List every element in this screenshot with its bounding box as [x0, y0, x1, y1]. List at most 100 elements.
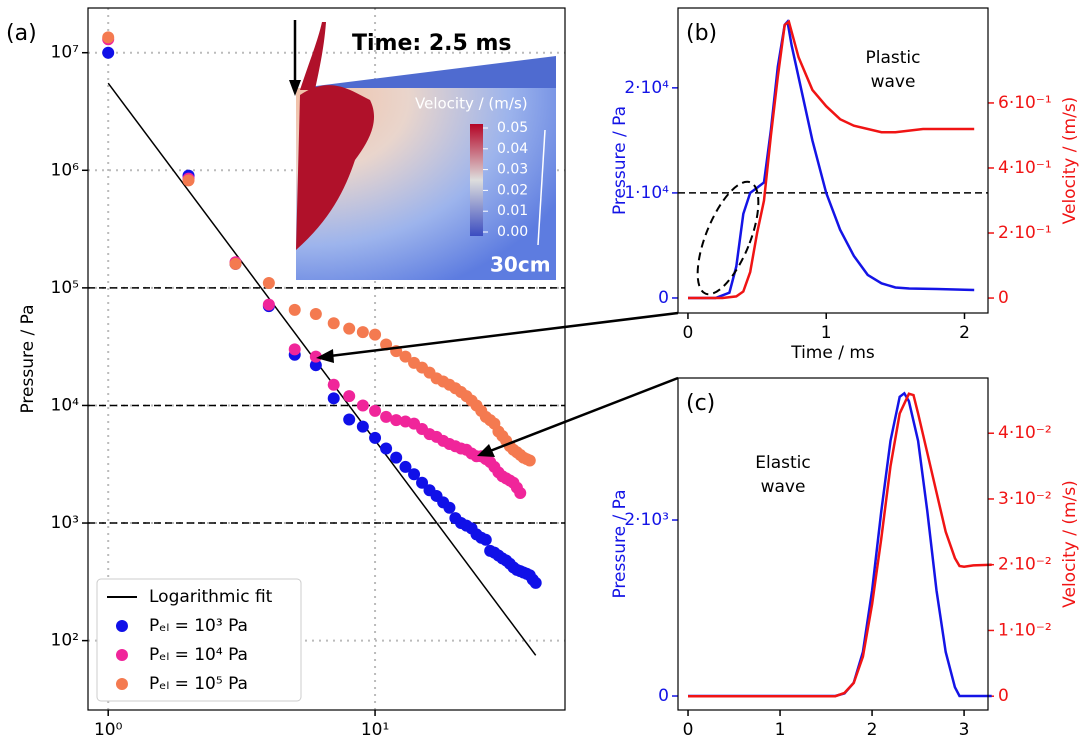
legend-box — [96, 578, 302, 702]
legend-swatch — [116, 678, 128, 690]
colorbar-tick-label: 0.03 — [497, 162, 528, 178]
data-point — [369, 328, 382, 341]
data-point — [343, 413, 356, 426]
y-tick-label: 10² — [51, 631, 79, 651]
x-tick-label: 10¹ — [361, 720, 389, 738]
connector-arrow — [489, 376, 679, 453]
colorbar-tick-label: 0.01 — [497, 203, 528, 219]
data-point — [356, 399, 369, 412]
data-point — [369, 404, 382, 417]
data-point — [309, 307, 322, 320]
y2-tick-label: 1·10⁻² — [998, 620, 1052, 640]
data-point — [262, 298, 275, 311]
highlight-ellipse — [696, 180, 760, 296]
x-tick-label: 3 — [959, 720, 970, 738]
panel-label: (b) — [686, 21, 717, 46]
colorbar-tick-label: 0.04 — [497, 141, 528, 157]
data-point — [529, 576, 542, 589]
data-point — [399, 350, 412, 363]
x-tick-label: 1 — [821, 323, 832, 343]
data-point — [309, 359, 322, 372]
scale-bar — [537, 129, 546, 246]
data-line — [688, 391, 992, 698]
inset-title: Time: 2.5 ms — [352, 31, 512, 56]
data-point — [327, 392, 340, 405]
y-tick-label: 0 — [658, 686, 669, 706]
inset-surface — [300, 56, 556, 88]
colorbar-tick-label: 0.05 — [497, 120, 528, 136]
data-point — [390, 451, 403, 464]
legend-label: Pₑₗ = 10⁴ Pa — [149, 645, 248, 665]
annotation: wave — [871, 72, 916, 92]
data-point — [380, 442, 393, 455]
data-point — [288, 343, 301, 356]
data-point — [399, 460, 412, 473]
arrow-head — [316, 349, 334, 363]
data-point — [102, 31, 115, 44]
data-point — [356, 420, 369, 433]
inset-ejecta — [300, 22, 326, 90]
connectors — [316, 180, 760, 457]
data-point — [229, 257, 242, 270]
y2-tick-label: 2·10⁻² — [998, 555, 1052, 575]
data-line — [688, 19, 975, 300]
y-tick-label: 0 — [658, 288, 669, 308]
scale-label: 30cm — [490, 253, 551, 277]
data-point — [182, 174, 195, 187]
data-point — [356, 326, 369, 339]
y-tick-label: 1·10⁴ — [624, 183, 669, 203]
inset-arrow-head — [289, 80, 301, 96]
legend-label: Pₑₗ = 10⁵ Pa — [149, 674, 248, 694]
colorbar-tick-label: 0.02 — [497, 182, 528, 198]
data-point — [343, 322, 356, 335]
y-tick-label: 2·10³ — [624, 510, 669, 530]
inset: Time: 2.5 ms Velocity / (m/s) 30cm 0.05 0… — [289, 20, 556, 280]
y2-tick-label: 6·10⁻¹ — [998, 93, 1052, 113]
legend-label: Pₑₗ = 10³ Pa — [149, 616, 248, 636]
colorbar-label: Velocity / (m/s) — [415, 95, 528, 113]
data-point — [327, 317, 340, 330]
data-point — [523, 454, 536, 467]
annotation: wave — [761, 477, 806, 497]
data-line — [107, 82, 537, 656]
data-point — [102, 46, 115, 59]
x-tick-label: 2 — [867, 720, 878, 738]
data-point — [327, 378, 340, 391]
data-point — [514, 487, 527, 500]
arrow-head — [477, 444, 495, 457]
y-tick-label: 10⁴ — [51, 395, 80, 415]
data-point — [369, 431, 382, 444]
legend-label: Logarithmic fit — [149, 587, 273, 607]
annotation: Elastic — [755, 453, 810, 473]
y-axis-label: Pressure / Pa — [18, 304, 38, 413]
data-point — [390, 414, 403, 427]
y2-tick-label: 3·10⁻² — [998, 489, 1052, 509]
panel-label: (a) — [6, 21, 37, 46]
x-tick-label: 1 — [775, 720, 786, 738]
data-point — [479, 533, 492, 546]
panel-label: (c) — [686, 391, 715, 416]
y-tick-label: 2·10⁴ — [624, 78, 669, 98]
x-tick-label: 0 — [683, 720, 694, 738]
y2-tick-label: 0 — [998, 288, 1009, 308]
y-tick-label: 10⁵ — [51, 278, 79, 298]
data-point — [416, 476, 429, 489]
y-tick-label: 10⁶ — [51, 160, 80, 180]
data-point — [262, 277, 275, 290]
data-line — [688, 392, 992, 698]
connector-arrow — [329, 311, 679, 358]
y2-tick-label: 0 — [998, 686, 1009, 706]
plot-frame — [677, 7, 989, 314]
plots: 10⁰10¹10²10³10⁴10⁵10⁶10⁷Distance / cmPre… — [6, 7, 1080, 742]
x-axis-label: Time / ms — [790, 343, 875, 363]
y-axis-label: Pressure / Pa — [610, 106, 630, 215]
inset-plastic-zone — [296, 85, 375, 250]
data-point — [288, 303, 301, 316]
y2-tick-label: 4·10⁻¹ — [998, 158, 1052, 178]
y2-tick-label: 2·10⁻¹ — [998, 223, 1052, 243]
y2-axis-label: Velocity / (m/s) — [1060, 480, 1080, 608]
plot-frame — [87, 7, 566, 711]
x-tick-label: 10⁰ — [94, 720, 123, 738]
data-point — [380, 410, 393, 423]
